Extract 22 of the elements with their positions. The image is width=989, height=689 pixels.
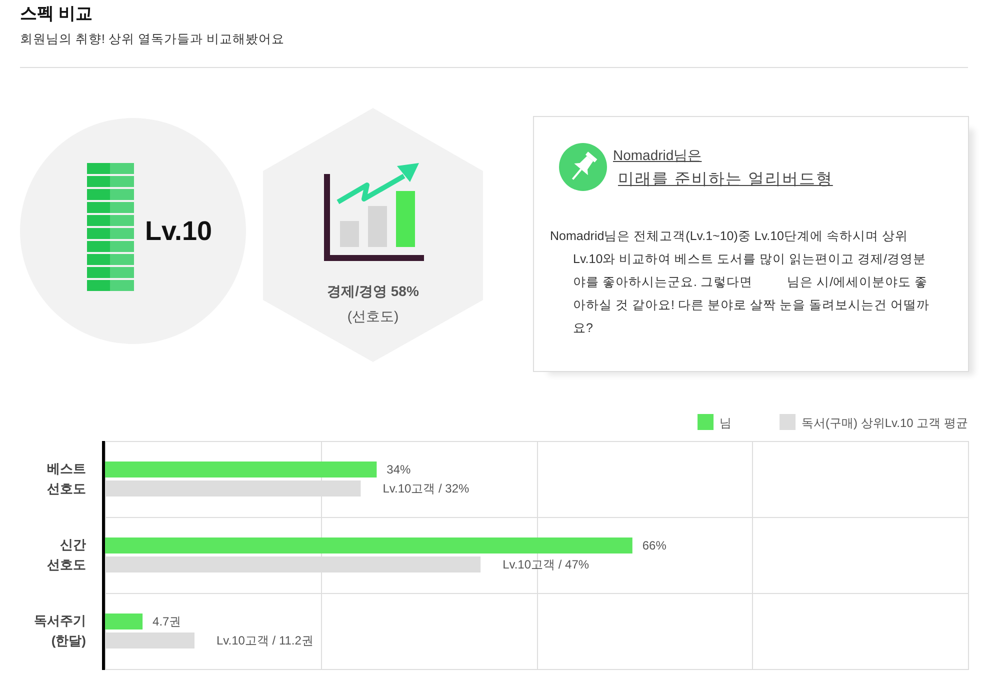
text: 스펙 비교 [20,3,93,25]
y-tick-label: 독서주기 (한달) [33,612,86,650]
data-label: 34% [386,462,412,476]
text: Nomadrid님은 [613,146,702,164]
legend-label: 님 [720,416,732,430]
data-label: Lv.10고객 / 47% [502,558,590,572]
y-tick-label: 베스트 선호도 [46,460,86,498]
data-label: 66% [642,538,667,552]
text: Lv.10 [145,216,212,246]
data-label: 4.7권 [152,614,182,628]
bar [105,614,143,630]
text: 경제/경영 58% [327,283,420,299]
data-label: Lv.10고객 / 32% [382,482,470,496]
legend-label: 독서(구매) 상위Lv.10 고객 평균 [802,416,968,430]
y-tick-label: 신간 선호도 [46,536,86,574]
text: 회원님의 취향! 상위 열독가들과 비교해봤어요 [20,31,284,47]
text: (선호도) [347,308,399,324]
bar [105,538,632,554]
data-label: Lv.10고객 / 11.2권 [216,634,314,648]
bar [105,462,377,478]
text: 미래를 준비하는 얼리버드형 [618,170,833,190]
text: Nomadrid님은 전체고객(Lv.1~10)중 Lv.10단계에 속하시며 상위 Lv.10와 비교하여 베스트 도서를 많이 읽는편이고 경제/경영분야를 좋아하시는군요. 그렇다면 님은 시/에세이분야도 좋아하실 것 같아요! 다른 분야로 살짝 눈을 돌려보시는건 어떨까요? [550,228,930,337]
